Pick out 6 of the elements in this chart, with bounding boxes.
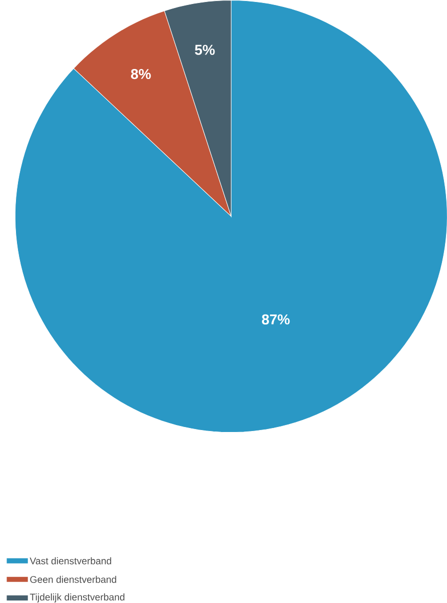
data-label: 87%	[262, 314, 290, 324]
data-label: 8%	[130, 68, 151, 80]
legend-label: Vast dienstverband	[30, 557, 111, 564]
data-label: 5%	[194, 44, 215, 55]
legend-label: Geen dienstverband	[30, 576, 116, 583]
legend-label: Tijdelijk dienstverband	[30, 593, 124, 602]
